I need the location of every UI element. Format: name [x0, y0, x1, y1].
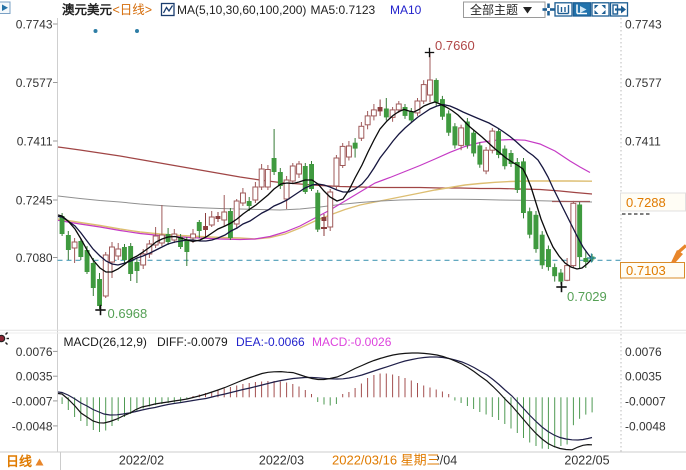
- svg-text:0.7029: 0.7029: [567, 289, 607, 304]
- svg-text:0.0035: 0.0035: [16, 370, 53, 384]
- svg-text:澳元美元: 澳元美元: [62, 2, 113, 17]
- svg-text:MA(5,10,30,60,100,200): MA(5,10,30,60,100,200): [177, 3, 306, 17]
- svg-text:0.7411: 0.7411: [625, 135, 661, 149]
- svg-text:0.7411: 0.7411: [17, 135, 53, 149]
- svg-text:0.0035: 0.0035: [625, 370, 662, 384]
- svg-text:-0.0048: -0.0048: [12, 419, 53, 433]
- svg-text:0.0076: 0.0076: [625, 345, 662, 359]
- svg-text:0.7103: 0.7103: [626, 263, 666, 278]
- svg-text:MACD:-0.0026: MACD:-0.0026: [312, 335, 392, 349]
- svg-text:-0.0007: -0.0007: [625, 394, 666, 408]
- svg-text:0.7660: 0.7660: [435, 38, 475, 53]
- svg-text:日线: 日线: [6, 454, 32, 469]
- svg-text:2022/02: 2022/02: [119, 454, 164, 468]
- svg-text:DIFF:-0.0079: DIFF:-0.0079: [157, 335, 228, 349]
- svg-text:0.7245: 0.7245: [16, 194, 53, 208]
- svg-text:2022/03: 2022/03: [259, 454, 304, 468]
- svg-text:0.7288: 0.7288: [626, 195, 666, 210]
- svg-text:MA10: MA10: [390, 3, 422, 17]
- svg-text:<日线>: <日线>: [113, 3, 153, 17]
- svg-text:0.6968: 0.6968: [108, 306, 148, 321]
- svg-text:0.7743: 0.7743: [16, 18, 53, 32]
- svg-text:0.7577: 0.7577: [625, 76, 662, 90]
- svg-text:-0.0048: -0.0048: [625, 419, 666, 433]
- svg-text:2022/05: 2022/05: [564, 454, 609, 468]
- svg-text:0.7080: 0.7080: [16, 251, 53, 265]
- svg-text:0.7577: 0.7577: [16, 76, 53, 90]
- svg-text:2022/03/16 星期三: 2022/03/16 星期三: [332, 453, 440, 468]
- svg-text:MA5:0.7123: MA5:0.7123: [311, 3, 376, 17]
- svg-text:全部主题: 全部主题: [470, 2, 518, 17]
- svg-text:MACD(26,12,9): MACD(26,12,9): [64, 335, 147, 349]
- svg-text:-0.0007: -0.0007: [12, 394, 53, 408]
- svg-text:0.0076: 0.0076: [16, 345, 53, 359]
- svg-text:DEA:-0.0066: DEA:-0.0066: [236, 335, 305, 349]
- svg-text:0.7743: 0.7743: [625, 18, 662, 32]
